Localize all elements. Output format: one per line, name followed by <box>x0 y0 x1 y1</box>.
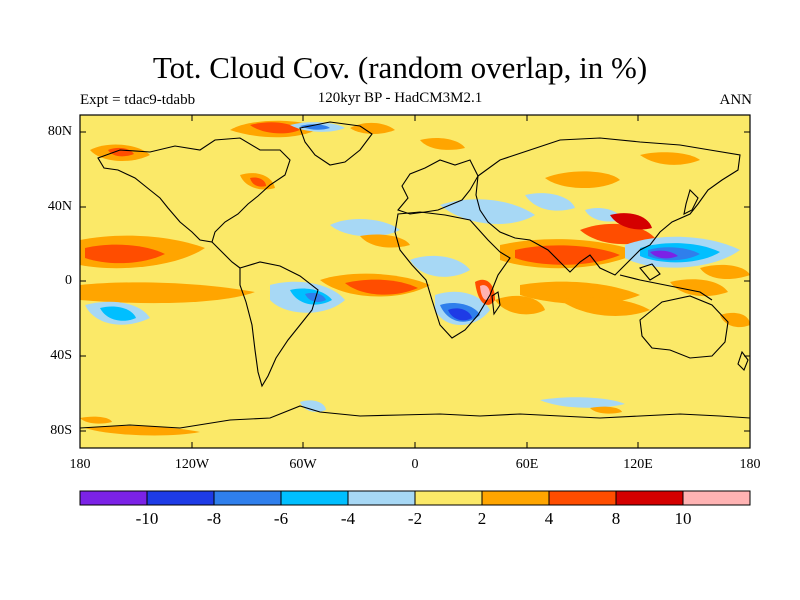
lat-label-40s: 40S <box>50 348 72 363</box>
anomaly-patch <box>80 282 255 304</box>
anomaly-patch <box>700 264 750 280</box>
anomaly-patch <box>85 425 200 436</box>
anomaly-patch <box>650 250 678 259</box>
anomaly-patch <box>300 400 326 412</box>
anomaly-patch <box>350 122 395 134</box>
anomaly-patch <box>480 285 491 300</box>
lon-label-60w: 60W <box>289 457 317 472</box>
coastline-central-america <box>211 241 241 269</box>
colorbar-swatch <box>214 491 281 505</box>
anomaly-patch <box>640 152 700 165</box>
coastlines <box>80 121 750 429</box>
lon-label-180w: 180 <box>69 457 91 472</box>
colorbar-swatch <box>80 491 147 505</box>
coastline-asia <box>475 137 741 276</box>
colorbar-label: -4 <box>340 509 356 528</box>
colorbar-swatch <box>549 491 616 505</box>
coastline-greenland <box>299 121 373 166</box>
coastline-borneo <box>639 263 661 281</box>
anomaly-layer <box>80 120 750 436</box>
anomaly-patch <box>440 199 535 225</box>
colorbar-swatch <box>683 491 750 505</box>
colorbar-label: 8 <box>611 509 621 528</box>
map-title: Tot. Cloud Cov. (random overlap, in %) <box>152 50 648 85</box>
coastline-new-zealand <box>737 350 749 371</box>
anomaly-patch <box>420 137 465 150</box>
season-label: ANN <box>719 92 753 108</box>
anomaly-patch <box>345 279 418 295</box>
coastline-africa <box>394 211 511 339</box>
colorbar-label: -8 <box>206 509 222 528</box>
colorbar-swatch <box>348 491 415 505</box>
colorbar-label: 10 <box>674 509 692 528</box>
colorbar-label: -2 <box>407 509 423 528</box>
colorbar-label: 2 <box>477 509 487 528</box>
anomaly-patch <box>250 177 266 187</box>
map-subtitle: 120kyr BP - HadCM3M2.1 <box>317 90 483 106</box>
anomaly-patch <box>330 218 400 237</box>
anomaly-patch <box>540 397 625 408</box>
anomaly-patch <box>495 295 545 315</box>
anomaly-patch <box>80 416 112 424</box>
lat-label-80s: 80S <box>50 423 72 438</box>
colorbar-label: -10 <box>135 509 159 528</box>
axis-ticks <box>80 115 750 448</box>
anomaly-patch <box>520 281 640 305</box>
anomaly-patch <box>300 124 330 130</box>
anomaly-patch <box>525 193 575 211</box>
anomaly-patch <box>545 171 620 189</box>
coastline-south-america <box>239 261 319 388</box>
colorbar <box>79 490 751 506</box>
anomaly-patch <box>85 244 165 264</box>
colorbar-label: -6 <box>273 509 289 528</box>
coastline-antarctica <box>80 405 750 429</box>
coastline-europe <box>397 159 479 215</box>
anomaly-patch <box>250 122 300 134</box>
coastline-north-america <box>97 137 291 243</box>
lat-label-80n: 80N <box>47 124 72 139</box>
colorbar-swatch <box>616 491 683 505</box>
lat-label-0: 0 <box>65 273 72 288</box>
coastline-indonesia <box>619 274 713 301</box>
colorbar-label: 4 <box>544 509 554 528</box>
colorbar-swatch <box>281 491 348 505</box>
coastline-madagascar <box>491 291 501 316</box>
anomaly-patch <box>560 297 650 316</box>
anomaly-patch <box>100 306 136 321</box>
anomaly-patch <box>360 234 410 248</box>
lon-label-0: 0 <box>411 457 419 472</box>
coastline-australia <box>639 295 729 359</box>
anomaly-patch <box>590 406 622 414</box>
colorbar-swatch <box>147 491 214 505</box>
coastline-japan <box>683 188 699 215</box>
anomaly-patch <box>670 279 728 297</box>
anomaly-patch <box>610 213 652 230</box>
colorbar-swatch <box>482 491 549 505</box>
colorbar-swatch <box>415 491 482 505</box>
lat-label-40n: 40N <box>47 199 72 214</box>
lon-label-180e: 180 <box>739 457 761 472</box>
anomaly-patch <box>410 255 470 277</box>
lon-label-60e: 60E <box>515 457 539 472</box>
lon-label-120w: 120W <box>174 457 210 472</box>
lon-label-120e: 120E <box>623 457 653 472</box>
anomaly-patch <box>448 308 472 321</box>
experiment-label: Expt = tdac9-tdabb <box>80 92 196 108</box>
